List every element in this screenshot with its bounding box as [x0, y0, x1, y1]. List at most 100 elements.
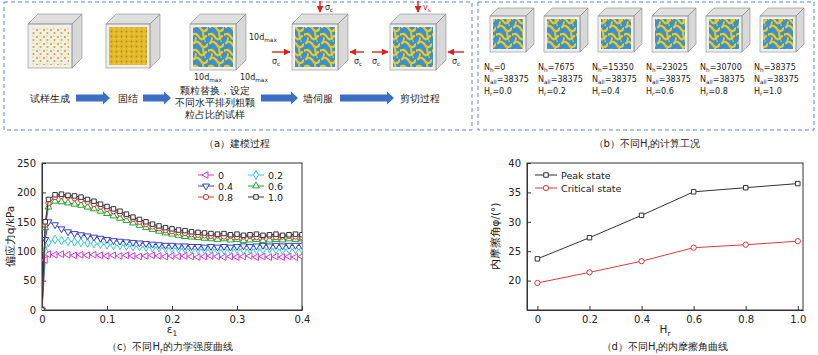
- text-part: （d）不同H: [602, 341, 656, 352]
- data-point: [169, 244, 174, 253]
- tick: 40: [508, 158, 531, 169]
- tick-label: 20: [508, 275, 521, 286]
- data-point: [587, 235, 591, 239]
- case-label: Nall=38375: [592, 75, 637, 85]
- text-part: （c）不同H: [107, 341, 160, 352]
- cube-face: [598, 16, 634, 52]
- cube-edge: [390, 24, 436, 70]
- data-point: [743, 242, 748, 247]
- chart-caption: （c）不同Hr的力学强度曲线: [107, 341, 233, 355]
- case-cube: [490, 8, 534, 52]
- case-label: Nh=7675: [538, 63, 575, 73]
- text-part: c: [277, 61, 280, 67]
- tick: 0.6: [686, 306, 702, 325]
- cube-face: [580, 8, 588, 52]
- tick-label: 0: [535, 314, 541, 325]
- tick: 100: [17, 246, 46, 257]
- data-point: [110, 252, 116, 259]
- data-point: [260, 243, 267, 249]
- text-part: c: [377, 61, 380, 67]
- dimension-label: 10dmax: [249, 33, 277, 43]
- panel-a: 10dmax10dmax10dmaxσcσcσcvsσcσc试样生成固结颗粒替换…: [4, 1, 472, 130]
- cube-face: [190, 24, 236, 70]
- text-part: 10d: [240, 73, 255, 82]
- cube-consolidation: [106, 14, 160, 68]
- data-point: [130, 240, 137, 246]
- force-label: σc: [354, 57, 362, 67]
- cube-face: [106, 24, 150, 68]
- data-point: [144, 220, 148, 224]
- tick-mark: [798, 306, 799, 310]
- text-part: max: [255, 77, 268, 83]
- data-point: [163, 244, 168, 253]
- data-point: [156, 243, 161, 252]
- cube-face: [544, 16, 580, 52]
- text-part: max: [264, 37, 277, 43]
- tick-label: 0.2: [582, 314, 598, 325]
- legend: Peak stateCritical state: [535, 170, 621, 194]
- data-point: [246, 253, 252, 260]
- tick-label: 50: [23, 275, 36, 286]
- data-point: [795, 239, 800, 244]
- force-arrow: [448, 51, 464, 52]
- panel-frame: [478, 2, 814, 130]
- text-part: （b）不同H: [594, 138, 648, 149]
- data-point: [175, 244, 182, 250]
- data-point: [162, 253, 168, 260]
- text-part: =38375: [713, 75, 745, 84]
- data-point: [234, 245, 241, 251]
- tick: 0.8: [738, 306, 754, 325]
- text-part: 的内摩擦角曲线: [658, 341, 728, 352]
- text-part: r: [667, 329, 671, 338]
- text-part: max: [209, 77, 222, 83]
- data-point: [228, 246, 233, 255]
- data-point: [253, 244, 260, 250]
- tick: 250: [17, 158, 46, 169]
- cube-face: [292, 24, 338, 70]
- data-point: [300, 233, 302, 237]
- case-label: Nall=38375: [646, 75, 691, 85]
- text-part: =0.6: [654, 87, 673, 96]
- data-point: [222, 231, 226, 235]
- tick: 0: [30, 305, 46, 316]
- tick-label: 35: [508, 187, 521, 198]
- cube-edge: [760, 16, 796, 52]
- text-part: 10d: [194, 73, 209, 82]
- text-part: =38375: [659, 75, 691, 84]
- text-part: s: [428, 7, 431, 13]
- data-point: [273, 243, 280, 249]
- tick-mark: [237, 306, 238, 310]
- data-point: [182, 244, 189, 250]
- text-part: 10d: [249, 33, 264, 42]
- sample: [601, 19, 631, 49]
- data-point: [170, 227, 174, 231]
- tick-label: 100: [17, 246, 36, 257]
- tick-mark: [746, 306, 747, 310]
- data-point: [535, 280, 540, 285]
- step-label: 颗粒替换，设定: [180, 85, 250, 96]
- data-point: [266, 244, 273, 250]
- sample: [655, 19, 685, 49]
- cube-face: [526, 8, 534, 52]
- legend-marker: [202, 172, 208, 179]
- plot-frame: [527, 163, 803, 310]
- cube-face: [236, 14, 246, 70]
- data-point: [298, 253, 302, 260]
- flow-arrow: [340, 92, 394, 105]
- data-point: [168, 253, 174, 260]
- cube-edge: [544, 16, 580, 52]
- tick-mark: [642, 306, 643, 310]
- data-point: [201, 253, 207, 260]
- figure: 10dmax10dmax10dmaxσcσcσcvsσcσc试样生成固结颗粒替换…: [0, 0, 818, 355]
- text-part: （a）建模过程: [204, 138, 270, 149]
- panel-caption: （a）建模过程: [204, 138, 270, 149]
- step-label: 不同水平排列粗颗: [175, 97, 255, 108]
- tick: 35: [508, 187, 531, 198]
- data-point: [260, 234, 265, 239]
- tick-mark: [589, 306, 590, 310]
- data-point: [129, 253, 135, 260]
- data-point: [189, 230, 193, 234]
- legend-label: 0.8: [218, 192, 233, 203]
- plot-area: [42, 192, 302, 310]
- data-point: [287, 233, 291, 237]
